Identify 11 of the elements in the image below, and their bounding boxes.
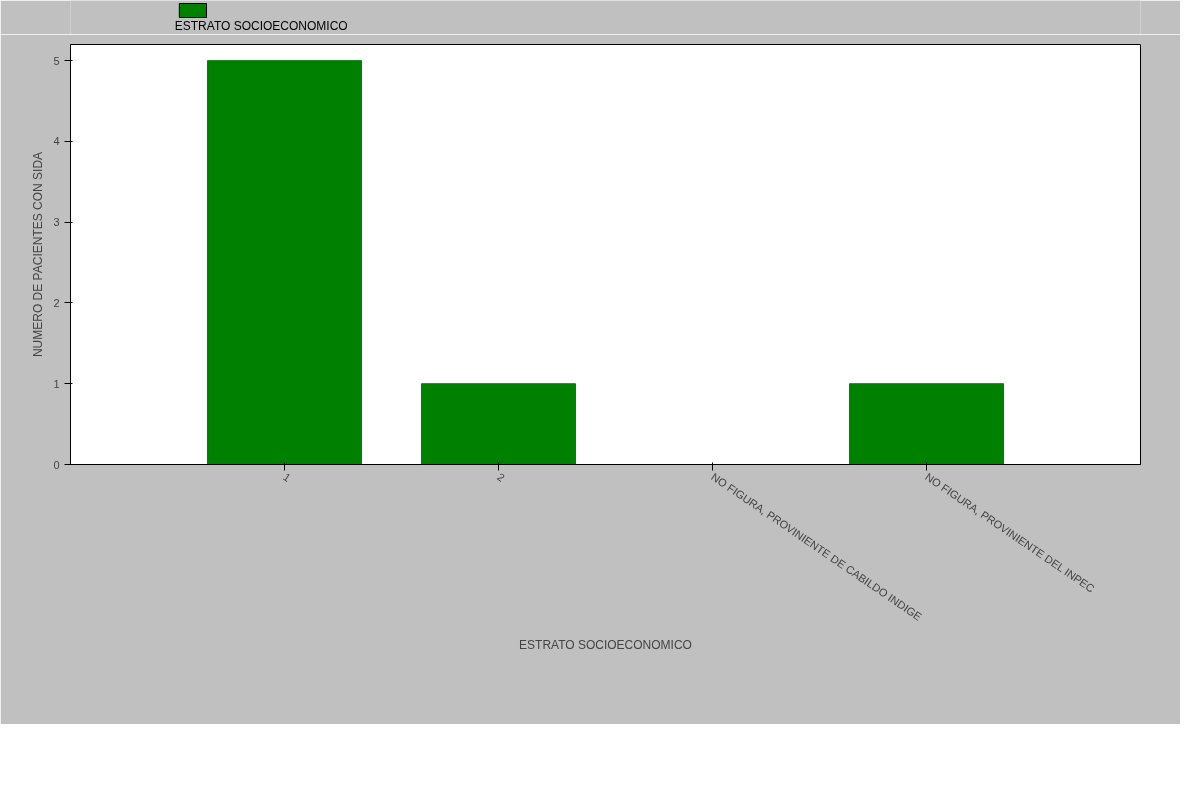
y-tick-label: 3: [53, 216, 60, 229]
x-tick-label: 2: [495, 470, 507, 484]
y-tick-label: 5: [53, 54, 60, 67]
x-axis-title: ESTRATO SOCIOECONOMICO: [519, 637, 692, 652]
y-axis-title: NUMERO DE PACIENTES CON SIDA: [31, 151, 46, 358]
x-tick-label: 1: [281, 470, 293, 484]
legend-label: ESTRATO SOCIOECONOMICO: [174, 18, 348, 33]
y-tick-label: 1: [53, 377, 60, 390]
y-tick-label: 2: [53, 296, 60, 309]
y-tick-label: 0: [53, 458, 60, 471]
y-tick-label: 4: [53, 135, 60, 148]
